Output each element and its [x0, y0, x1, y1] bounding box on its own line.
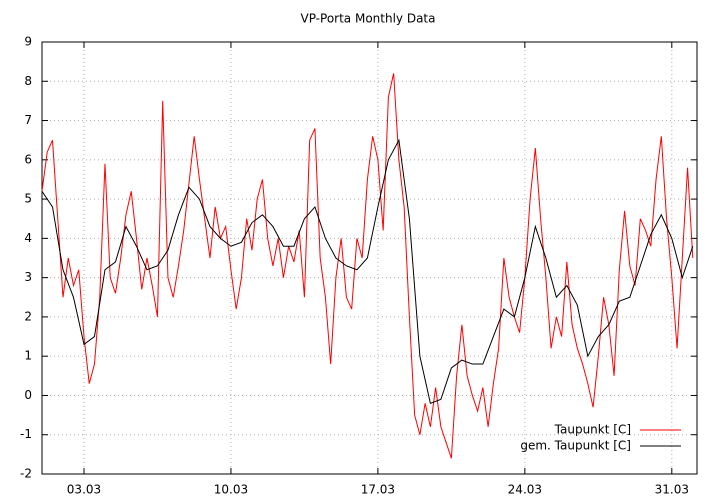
data-line [41, 73, 694, 459]
y-tick-label: 3 [24, 270, 32, 284]
x-tick-label: 10.03 [214, 483, 248, 497]
data-line [41, 138, 694, 404]
x-tick-label: 24.03 [508, 483, 542, 497]
x-tick-label: 03.03 [67, 483, 101, 497]
legend-label: gem. Taupunkt [C] [520, 439, 631, 453]
legend-label: Taupunkt [C] [554, 423, 631, 437]
y-tick-label: -1 [20, 427, 32, 441]
chart-title: VP-Porta Monthly Data [301, 12, 436, 26]
y-tick-label: 2 [24, 309, 32, 323]
y-tick-label: 7 [24, 113, 32, 127]
y-tick-label: 0 [24, 388, 32, 402]
y-tick-label: -2 [20, 467, 32, 481]
plot-frame [41, 41, 698, 475]
y-tick-label: 5 [24, 192, 32, 206]
y-tick-label: 1 [24, 349, 32, 363]
x-tick-label: 31.03 [655, 483, 689, 497]
y-tick-label: 4 [24, 231, 32, 245]
x-tick-label: 17.03 [361, 483, 395, 497]
y-tick-label: 9 [24, 35, 32, 49]
y-tick-label: 6 [24, 152, 32, 166]
y-tick-label: 8 [24, 74, 32, 88]
